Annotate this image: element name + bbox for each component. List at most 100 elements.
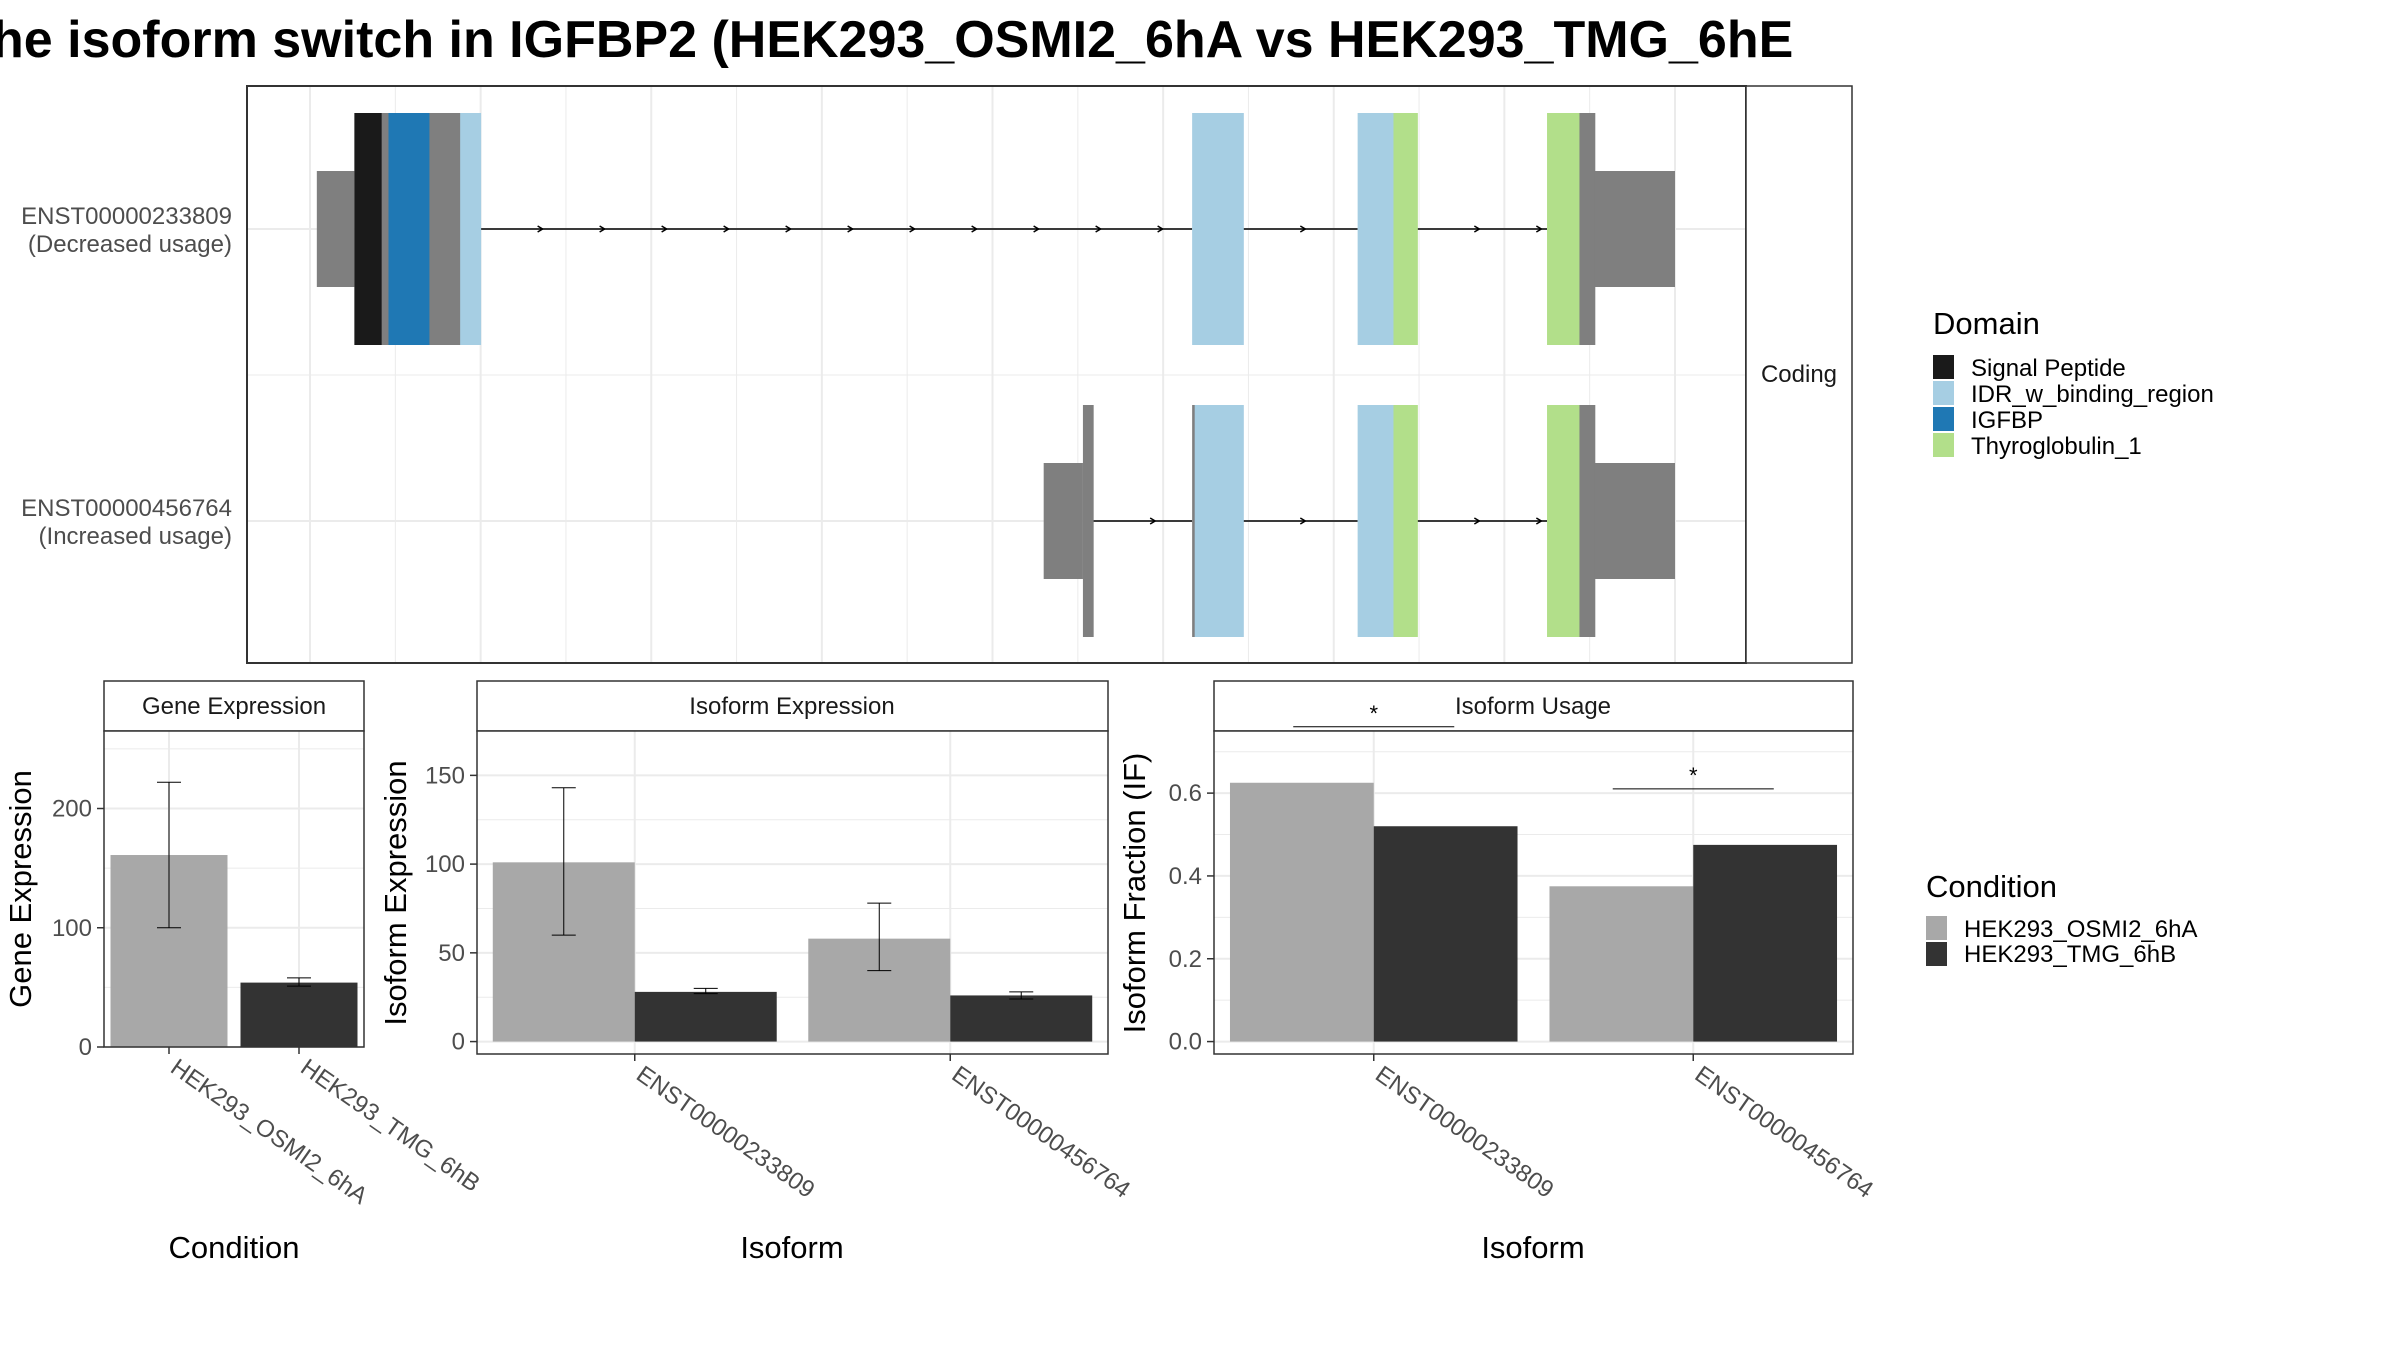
intron-direction-arrow	[537, 225, 545, 233]
isoform-usage-bar	[1229, 782, 1374, 1042]
chart-title: he isoform switch in IGFBP2 (HEK293_OSMI…	[0, 11, 1793, 69]
intron-direction-arrow	[1535, 517, 1543, 525]
intron-direction-arrow	[1157, 225, 1165, 233]
condition-legend-key-2	[1926, 942, 1947, 966]
gene-expression-x-axis-title: Condition	[169, 1230, 300, 1265]
domain-legend-key-4	[1933, 433, 1954, 457]
gene-expression-strip	[103, 680, 365, 732]
intron-direction-arrow	[1149, 517, 1157, 525]
isoform-expression-marks	[492, 787, 1093, 1042]
coding-exon-segment	[1192, 405, 1196, 637]
isoform-expression-x-tick-label: ENST00000456764	[947, 1061, 1135, 1204]
intron-direction-arrow	[909, 225, 917, 233]
condition-legend-key-1	[1926, 916, 1947, 940]
isoform-expression-y-tick-label: 100	[425, 851, 465, 878]
isoform-usage-y-tick-label: 0.4	[1169, 863, 1202, 890]
coding-exon-segment	[1393, 113, 1418, 345]
isoform-expression-strip	[476, 680, 1109, 732]
isoform-expression-plot-border	[476, 730, 1109, 1055]
utr-exon	[1043, 463, 1083, 579]
condition-legend: Condition HEK293_OSMI2_6hA HEK293_TMG_6h…	[1926, 869, 2197, 968]
gene-expression-marks	[110, 781, 358, 1047]
condition-legend-title: Condition	[1926, 869, 2057, 904]
intron-direction-arrow	[1535, 225, 1543, 233]
isoform-expression-y-axis-title: Isoform Expression	[378, 760, 413, 1025]
coding-exon-segment	[1579, 113, 1596, 345]
coding-exon-segment	[1393, 405, 1418, 637]
intron-direction-arrow	[599, 225, 607, 233]
gene-expression-y-tick-label: 100	[52, 915, 92, 942]
isoform-expression-y-tick-label: 50	[438, 940, 465, 967]
intron-direction-arrow	[661, 225, 669, 233]
transcript-usage-label-2: (Increased usage)	[39, 523, 232, 550]
intron-direction-arrow	[971, 225, 979, 233]
isoform-usage-x-axis-title: Isoform	[1481, 1230, 1584, 1265]
isoform-expression-x-tick-label: ENST00000233809	[631, 1061, 819, 1204]
isoform-usage-x-tick-label: ENST00000456764	[1690, 1061, 1878, 1204]
coding-exon-segment	[1192, 113, 1244, 345]
isoform-usage-y-tick-label: 0.2	[1169, 946, 1202, 973]
gene-expression-y-tick-label: 0	[79, 1034, 92, 1061]
isoform-usage-significance-marker: *	[1369, 701, 1378, 726]
gene-expression-bar	[240, 982, 358, 1047]
intron-direction-arrow	[1299, 225, 1307, 233]
domain-legend-label-2: IDR_w_binding_region	[1971, 381, 2214, 408]
coding-exon-segment	[1579, 405, 1596, 637]
utr-exon	[1594, 171, 1675, 287]
isoform-usage-panel: Isoform Usage ** 0.00.20.40.6ENST0000023…	[1117, 680, 1878, 1265]
intron-direction-arrow	[1473, 517, 1481, 525]
isoform-expression-y-tick-label: 0	[452, 1029, 465, 1056]
domain-legend-key-3	[1933, 407, 1954, 431]
domain-legend-label-1: Signal Peptide	[1971, 355, 2126, 382]
domain-legend-key-1	[1933, 355, 1954, 379]
intron-direction-arrow	[1033, 225, 1041, 233]
isoform-expression-y-tick-label: 150	[425, 762, 465, 789]
coding-exon-segment	[1357, 405, 1394, 637]
coding-exon-segment	[1547, 113, 1580, 345]
intron-direction-arrow	[1095, 225, 1103, 233]
domain-legend: Domain Signal Peptide IDR_w_binding_regi…	[1933, 306, 2214, 460]
structure-facet-strip	[1745, 85, 1853, 664]
isoform-usage-bar	[1693, 844, 1838, 1042]
coding-exon-segment	[354, 113, 383, 345]
intron-direction-arrow	[847, 225, 855, 233]
domain-legend-label-4: Thyroglobulin_1	[1971, 433, 2142, 460]
utr-exon	[1594, 463, 1675, 579]
transcript-usage-label-1: (Decreased usage)	[28, 231, 232, 258]
isoform-usage-y-tick-label: 0.0	[1169, 1029, 1202, 1056]
intron-direction-arrow	[723, 225, 731, 233]
isoform-usage-y-axis-title: Isoform Fraction (IF)	[1117, 753, 1152, 1034]
isoform-expression-strip-title: Isoform Expression	[689, 693, 894, 720]
structure-facet-label: Coding	[1761, 361, 1837, 388]
coding-exon-segment	[429, 113, 461, 345]
gene-expression-strip-title: Gene Expression	[142, 693, 326, 720]
utr-exon	[316, 171, 355, 287]
gene-expression-y-tick-label: 200	[52, 796, 92, 823]
isoform-expression-bar	[634, 991, 777, 1042]
domain-legend-key-2	[1933, 381, 1954, 405]
isoform-usage-strip-title: Isoform Usage	[1455, 693, 1611, 720]
isoform-usage-x-tick-label: ENST00000233809	[1370, 1061, 1558, 1204]
isoform-usage-bar	[1373, 826, 1518, 1042]
isoform-usage-y-tick-label: 0.6	[1169, 780, 1202, 807]
isoform-expression-bar	[950, 995, 1093, 1042]
condition-legend-label-2: HEK293_TMG_6hB	[1964, 941, 2176, 968]
isoform-usage-plot-border	[1213, 730, 1854, 1055]
intron-direction-arrow	[1473, 225, 1481, 233]
isoform-usage-bar	[1549, 886, 1694, 1042]
structure-marks	[316, 113, 1675, 637]
isoform-usage-marks: **	[1229, 701, 1838, 1042]
coding-exon-segment	[1194, 405, 1244, 637]
coding-exon-segment	[381, 113, 389, 345]
coding-exon-segment	[388, 113, 430, 345]
transcript-id-label-2: ENST00000456764	[21, 495, 232, 522]
intron-direction-arrow	[1299, 517, 1307, 525]
condition-legend-label-1: HEK293_OSMI2_6hA	[1964, 916, 2197, 943]
intron-direction-arrow	[785, 225, 793, 233]
structure-panel: Coding ENST00000233809 (Decreased usage)…	[21, 85, 1853, 664]
coding-exon-segment	[1082, 405, 1094, 637]
isoform-expression-x-axis-title: Isoform	[740, 1230, 843, 1265]
isoform-usage-significance-marker: *	[1689, 763, 1698, 788]
coding-exon-segment	[1547, 405, 1580, 637]
